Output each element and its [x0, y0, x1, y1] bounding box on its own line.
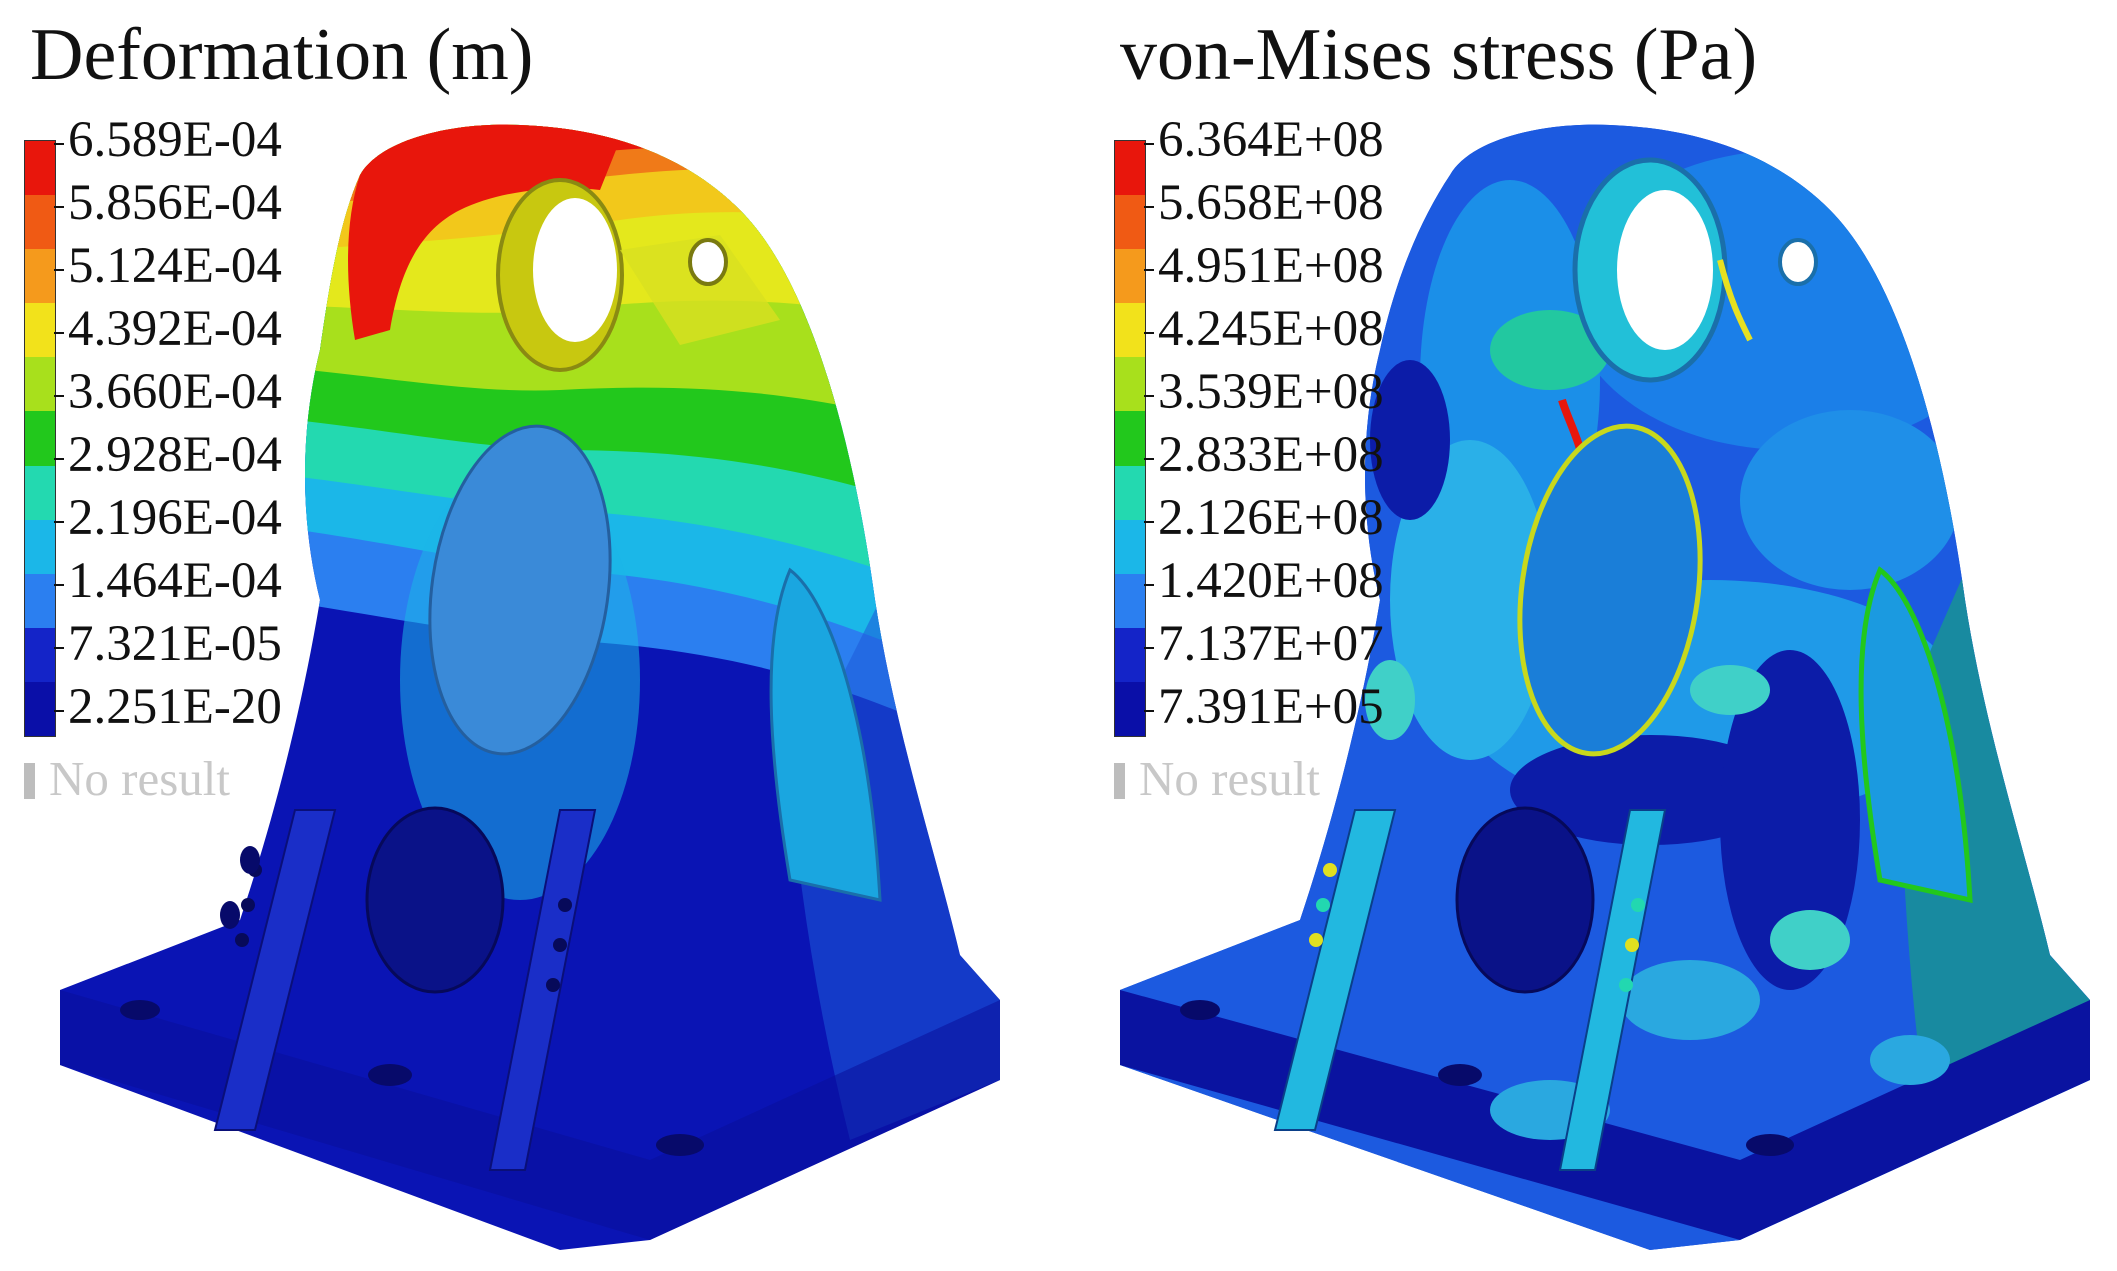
color-band [25, 519, 55, 574]
color-band [1115, 357, 1145, 412]
color-band [25, 465, 55, 520]
no-result-label: No result [24, 754, 230, 803]
stress-title: von-Mises stress (Pa) [1120, 14, 1758, 96]
color-band [1115, 411, 1145, 466]
no-result-label: No result [1114, 754, 1320, 803]
color-band [1115, 519, 1145, 574]
stress-panel: von-Mises stress (Pa) 6.364E+08 5.658E+0… [1090, 0, 2117, 1271]
color-band [1115, 195, 1145, 250]
color-band [1115, 573, 1145, 628]
color-band [1115, 303, 1145, 358]
color-band [25, 195, 55, 250]
color-band [25, 303, 55, 358]
color-band [25, 249, 55, 304]
color-band [25, 681, 55, 737]
color-band [25, 627, 55, 682]
color-band [25, 411, 55, 466]
color-band [1115, 141, 1145, 196]
color-band [1115, 465, 1145, 520]
deformation-contour-model [60, 124, 1000, 1250]
color-band [1115, 249, 1145, 304]
color-band [1115, 681, 1145, 737]
color-band [25, 357, 55, 412]
color-band [25, 573, 55, 628]
deformation-color-bar [24, 140, 56, 737]
color-band [25, 141, 55, 196]
deformation-title: Deformation (m) [30, 14, 534, 96]
deformation-panel: Deformation (m) 6.589E-04 5.856E-04 5.12… [0, 0, 1058, 1271]
color-band [1115, 627, 1145, 682]
stress-contour-model [1120, 124, 2090, 1250]
stress-color-bar [1114, 140, 1146, 737]
